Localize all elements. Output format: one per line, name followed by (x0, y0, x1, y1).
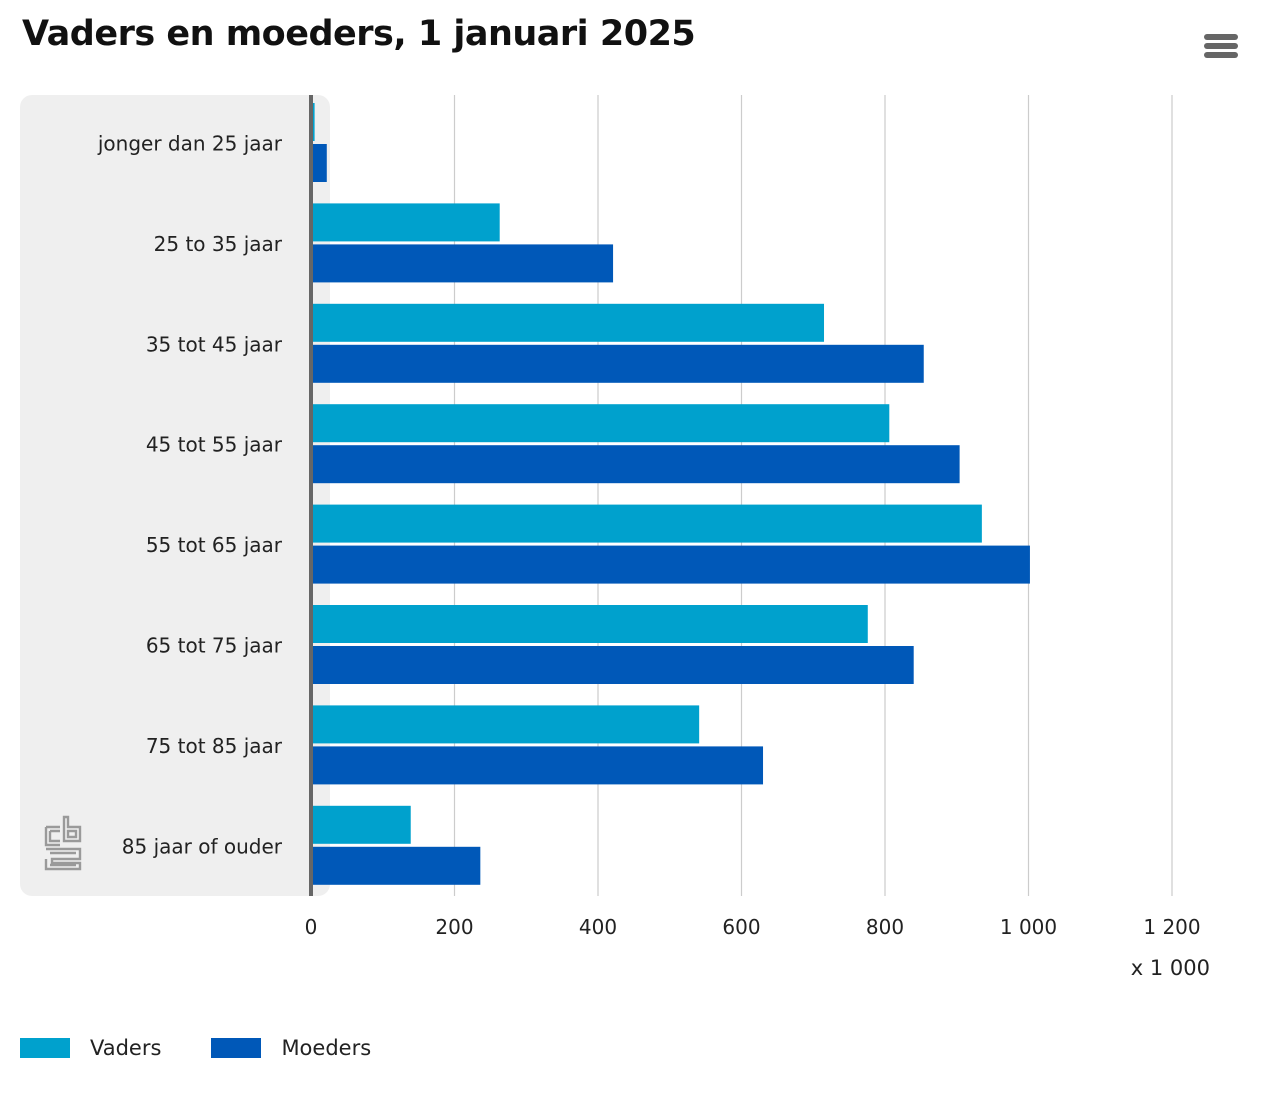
x-axis-unit-label: x 1 000 (1131, 956, 1210, 980)
bar-moeders[interactable] (311, 746, 764, 785)
chart-title: Vaders en moeders, 1 januari 2025 (22, 14, 696, 54)
bar-vaders[interactable] (311, 203, 500, 242)
legend-item-vaders[interactable]: Vaders (20, 1036, 161, 1060)
category-label: 35 tot 45 jaar (146, 332, 283, 356)
category-label: 85 jaar of ouder (122, 834, 283, 858)
legend: Vaders Moeders (20, 1036, 421, 1060)
hamburger-menu-icon[interactable] (1196, 26, 1246, 66)
bar-moeders[interactable] (311, 646, 914, 684)
legend-item-moeders[interactable]: Moeders (211, 1036, 371, 1060)
menu-bar-middle (1204, 43, 1238, 49)
bar-moeders[interactable] (311, 144, 327, 182)
menu-bar-bottom (1204, 52, 1238, 58)
bar-vaders[interactable] (311, 805, 411, 844)
bar-moeders[interactable] (311, 445, 960, 484)
x-tick-label: 200 (435, 915, 473, 939)
bars (311, 103, 1030, 885)
x-tick-labels: 0 200 400 600 800 1 000 1 200 (305, 915, 1201, 939)
x-tick-label: 600 (722, 915, 760, 939)
bar-vaders[interactable] (311, 303, 825, 342)
legend-swatch-vaders (20, 1038, 70, 1058)
category-labels: jonger dan 25 jaar 25 to 35 jaar 35 tot 45… (97, 132, 283, 859)
category-label: 45 tot 55 jaar (146, 433, 283, 457)
bar-moeders[interactable] (311, 344, 924, 383)
category-label: 65 tot 75 jaar (146, 634, 283, 658)
category-label: jonger dan 25 jaar (97, 132, 283, 156)
x-tick-label: 1 000 (1000, 915, 1057, 939)
menu-bar-top (1204, 34, 1238, 40)
x-tick-label: 800 (866, 915, 904, 939)
bar-moeders[interactable] (311, 244, 614, 283)
bar-moeders[interactable] (311, 545, 1030, 584)
legend-label-moeders: Moeders (281, 1036, 372, 1060)
bar-moeders[interactable] (311, 846, 481, 885)
category-label: 55 tot 65 jaar (146, 533, 283, 557)
cbs-logo-icon (44, 815, 82, 871)
bar-vaders[interactable] (311, 504, 982, 543)
x-tick-label: 1 200 (1143, 915, 1200, 939)
legend-label-vaders: Vaders (90, 1036, 162, 1060)
category-label-band (20, 95, 330, 896)
bar-vaders[interactable] (311, 404, 890, 443)
bar-vaders[interactable] (311, 605, 868, 643)
x-tick-label: 0 (305, 915, 318, 939)
x-tick-label: 400 (579, 915, 617, 939)
category-label: 25 to 35 jaar (154, 232, 283, 256)
bar-vaders[interactable] (311, 705, 700, 744)
category-label: 75 tot 85 jaar (146, 734, 283, 758)
legend-swatch-moeders (211, 1038, 262, 1058)
